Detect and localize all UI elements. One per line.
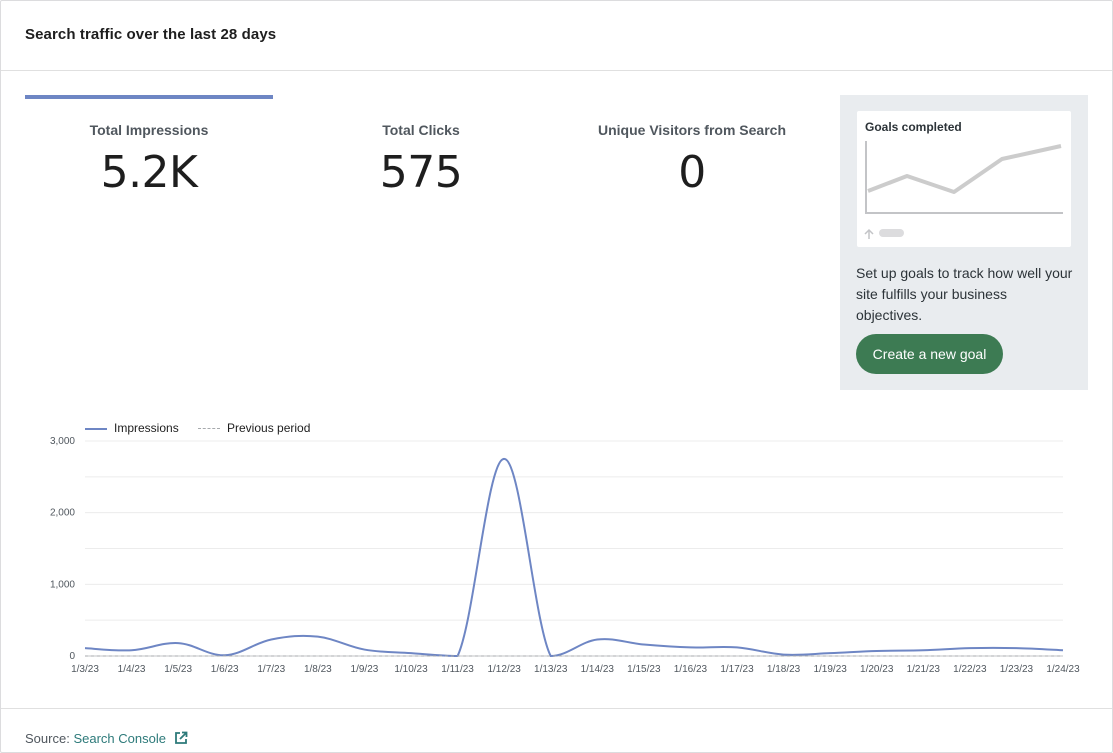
metric-label: Unique Visitors from Search — [597, 122, 786, 138]
card-title: Search traffic over the last 28 days — [25, 26, 277, 43]
goals-preview-illustration — [864, 141, 1063, 239]
metric-label: Total Clicks — [382, 122, 460, 138]
x-tick-label: 1/9/23 — [351, 664, 379, 675]
metric-value: 0 — [678, 147, 706, 198]
x-tick-label: 1/14/23 — [581, 664, 615, 675]
footer-source: Source: Search Console — [25, 731, 188, 746]
x-tick-label: 1/12/23 — [487, 664, 521, 675]
external-link-icon[interactable] — [174, 731, 188, 745]
x-tick-label: 1/7/23 — [257, 664, 285, 675]
x-tick-label: 1/23/23 — [1000, 664, 1034, 675]
x-tick-label: 1/22/23 — [953, 664, 987, 675]
metric-value: 575 — [379, 147, 463, 198]
x-tick-label: 1/10/23 — [394, 664, 428, 675]
x-tick-label: 1/3/23 — [71, 664, 99, 675]
source-label: Source: — [25, 731, 70, 746]
arrow-up-icon — [864, 228, 874, 239]
goals-description: Set up goals to track how well your site… — [856, 265, 1073, 323]
x-tick-label: 1/4/23 — [118, 664, 146, 675]
legend-swatch-impressions — [85, 428, 107, 430]
metric-label: Total Impressions — [89, 122, 209, 138]
x-tick-label: 1/8/23 — [304, 664, 332, 675]
x-tick-label: 1/13/23 — [534, 664, 568, 675]
create-goal-button[interactable]: Create a new goal — [856, 334, 1003, 374]
series-line-impressions — [84, 457, 1064, 658]
x-tick-label: 1/20/23 — [860, 664, 894, 675]
goals-preview-card: Goals completed — [857, 111, 1071, 247]
metric-unique-visitors[interactable]: Unique Visitors from Search 0 — [591, 122, 793, 198]
goals-preview-title: Goals completed — [865, 120, 962, 134]
x-tick-label: 1/21/23 — [907, 664, 941, 675]
x-tick-label: 1/19/23 — [813, 664, 847, 675]
impressions-line-chart: 0 1,000 2,000 3,000 1/3/23 1/4/23 1/5/23 1/6/23… — [50, 436, 1080, 675]
metric-value: 5.2K — [100, 147, 198, 198]
legend-label: Previous period — [227, 421, 311, 435]
footer-divider — [1, 708, 1112, 709]
x-tick-label: 1/17/23 — [720, 664, 754, 675]
y-tick-label: 1,000 — [50, 579, 75, 590]
legend-label: Impressions — [114, 421, 179, 435]
card-header: Search traffic over the last 28 days — [1, 1, 1112, 71]
x-tick-label: 1/5/23 — [164, 664, 192, 675]
metric-clicks[interactable]: Total Clicks 575 — [335, 122, 507, 198]
chart-area: Impressions Previous period 0 1,000 2,000 3… — [1, 411, 1112, 681]
active-metric-indicator — [25, 95, 273, 99]
y-tick-label: 3,000 — [50, 436, 75, 447]
legend-swatch-previous — [198, 428, 220, 429]
x-tick-label: 1/6/23 — [211, 664, 239, 675]
x-tick-label: 1/24/23 — [1046, 664, 1080, 675]
x-tick-label: 1/18/23 — [767, 664, 801, 675]
x-tick-label: 1/15/23 — [627, 664, 661, 675]
x-tick-label: 1/11/23 — [441, 664, 474, 675]
y-tick-label: 0 — [69, 651, 75, 662]
goals-panel: Goals completed Set up goals to track ho… — [840, 95, 1088, 390]
search-console-link[interactable]: Search Console — [73, 731, 166, 746]
x-tick-label: 1/16/23 — [674, 664, 708, 675]
y-tick-label: 2,000 — [50, 508, 75, 519]
metric-impressions[interactable]: Total Impressions 5.2K — [63, 122, 235, 198]
